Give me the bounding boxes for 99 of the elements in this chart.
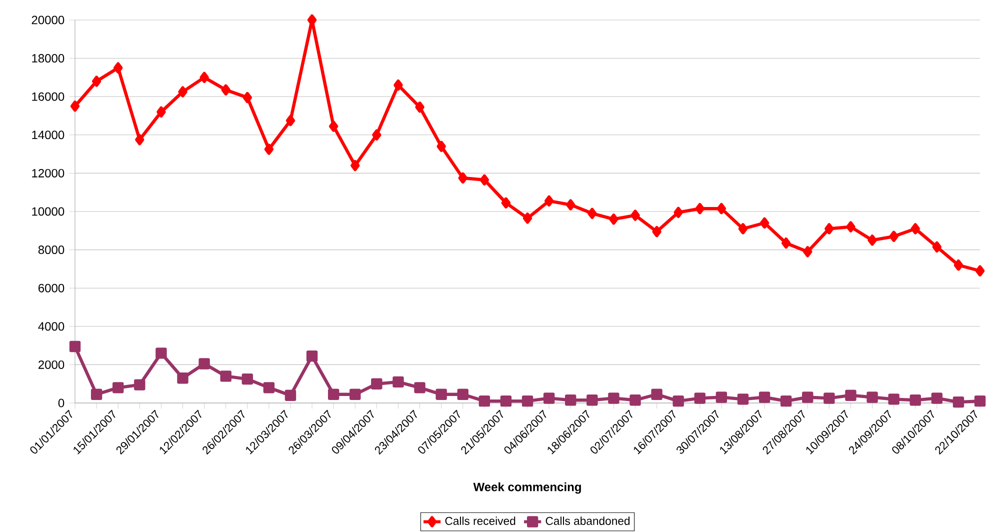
point	[931, 392, 943, 404]
point	[910, 223, 920, 234]
point	[156, 106, 166, 118]
x-axis-title: Week commencing	[473, 482, 581, 494]
point	[845, 390, 856, 401]
point	[651, 388, 662, 400]
point	[888, 394, 900, 405]
point	[135, 134, 144, 146]
point	[242, 92, 252, 104]
y-tick-label: 2000	[38, 360, 64, 369]
point	[198, 358, 210, 370]
y-tick-label: 8000	[38, 246, 64, 254]
y-tick-label: 16000	[32, 92, 64, 101]
point	[586, 394, 598, 406]
point	[328, 388, 340, 400]
y-tick-label: 6000	[38, 284, 64, 292]
point	[652, 226, 662, 238]
point	[221, 84, 230, 96]
point	[522, 395, 534, 407]
point	[371, 378, 382, 390]
point	[630, 210, 640, 221]
point	[458, 172, 468, 184]
point	[264, 144, 274, 155]
point	[954, 260, 964, 271]
point	[372, 129, 382, 140]
point	[932, 241, 942, 253]
point	[70, 100, 80, 112]
point	[846, 221, 856, 232]
y-tick-label: 14000	[32, 130, 64, 140]
point	[952, 396, 964, 408]
point	[114, 62, 123, 74]
point	[630, 394, 641, 406]
point	[608, 392, 620, 404]
point	[480, 174, 490, 186]
point	[868, 234, 877, 246]
point	[672, 395, 684, 407]
point	[328, 120, 338, 132]
y-tick-label: 0	[58, 398, 64, 408]
point	[178, 86, 188, 98]
point	[694, 392, 706, 404]
point	[177, 372, 188, 384]
point	[760, 217, 770, 229]
point	[738, 223, 748, 234]
point	[716, 203, 726, 214]
point	[695, 203, 704, 214]
point	[284, 390, 296, 401]
point	[588, 208, 597, 220]
point	[566, 199, 576, 210]
point	[350, 388, 361, 400]
point	[69, 340, 81, 352]
point	[500, 395, 512, 407]
point	[781, 237, 791, 249]
point	[200, 72, 209, 84]
point	[824, 392, 835, 404]
point	[263, 382, 275, 394]
point	[350, 160, 360, 172]
y-tick-label: 12000	[32, 168, 64, 178]
point	[544, 195, 554, 207]
point	[92, 76, 102, 87]
point	[436, 388, 447, 400]
point	[609, 214, 618, 225]
y-tick-label: 20000	[32, 16, 64, 24]
point	[780, 395, 792, 407]
y-tick-label: 10000	[32, 207, 64, 216]
point	[392, 376, 404, 388]
point	[674, 206, 683, 218]
point	[436, 140, 446, 152]
point	[90, 388, 102, 400]
legend-label: Calls abandoned	[546, 516, 630, 525]
point	[802, 392, 814, 403]
point	[565, 394, 576, 406]
point	[220, 370, 232, 382]
point	[306, 350, 318, 362]
y-tick-label: 4000	[38, 322, 64, 331]
point	[803, 246, 812, 258]
point	[974, 395, 986, 407]
point	[414, 382, 426, 394]
point	[501, 197, 511, 208]
point	[975, 265, 985, 276]
point	[716, 392, 728, 403]
point	[286, 114, 296, 126]
point	[112, 382, 124, 394]
point	[543, 392, 555, 404]
point	[910, 394, 921, 406]
point	[478, 395, 490, 407]
point	[889, 230, 898, 242]
point	[156, 348, 167, 359]
point	[866, 392, 878, 403]
point	[394, 80, 403, 91]
point	[737, 394, 749, 405]
point	[242, 373, 253, 385]
point	[457, 388, 468, 400]
y-tick-label: 18000	[32, 54, 64, 63]
point	[134, 379, 146, 390]
point	[415, 102, 424, 113]
point	[522, 212, 532, 224]
legend-label: Calls received	[445, 516, 516, 525]
point	[824, 223, 834, 234]
point	[758, 392, 770, 403]
